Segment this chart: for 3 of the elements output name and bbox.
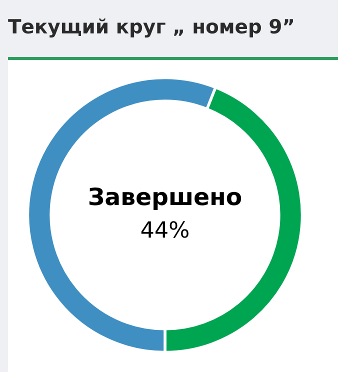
- text: 44%: [141, 221, 188, 238]
- text: Завершено: [89, 188, 242, 210]
- chart-title: Текущий круг „ номер 9”: [8, 18, 293, 38]
